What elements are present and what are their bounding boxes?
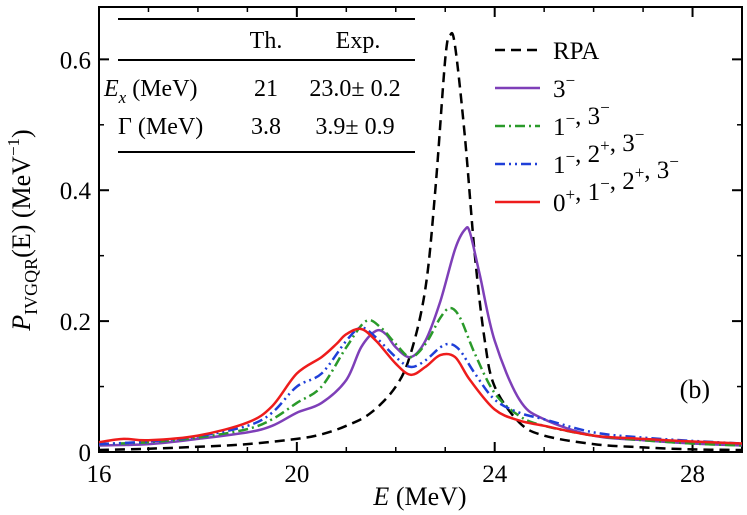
results-table: Th. Exp. Ex (MeV) 21 23.0± 0.2 Γ (MeV) 3… xyxy=(103,18,415,153)
y-axis-title: PIVGQR(E) (MeV−1) xyxy=(4,129,41,331)
x-tick-label: 24 xyxy=(482,461,508,488)
series-line-1 xyxy=(98,226,743,447)
legend-label-0: RPA xyxy=(553,38,599,65)
table-header-th: Th. xyxy=(250,28,283,54)
x-tick-label: 20 xyxy=(284,461,309,488)
series-line-2 xyxy=(98,306,743,447)
table-row-ex-exp: 23.0± 0.2 xyxy=(309,76,400,102)
plot-frame xyxy=(98,6,743,453)
panel-label: (b) xyxy=(680,375,710,404)
table-row-ex-label: Ex (MeV) xyxy=(103,76,198,107)
legend-label-1: 3− xyxy=(553,71,575,103)
series-line-3 xyxy=(98,326,743,446)
x-tick-label: 28 xyxy=(680,461,705,488)
y-tick-label: 0.2 xyxy=(60,309,91,336)
table-row-gamma-th: 3.8 xyxy=(251,114,281,140)
series-line-4 xyxy=(98,327,743,445)
table-row-gamma-exp: 3.9± 0.9 xyxy=(315,114,394,140)
series-layer xyxy=(98,31,743,452)
x-tick-label: 16 xyxy=(87,461,112,488)
y-tick-label: 0.6 xyxy=(60,47,91,74)
y-tick-label: 0 xyxy=(79,440,92,467)
legend: RPA 3−1−, 3−1−, 2+, 3−0+, 1−, 2+, 3− xyxy=(495,38,679,217)
y-tick-label: 0.4 xyxy=(60,178,92,205)
table-header-exp: Exp. xyxy=(336,28,381,54)
legend-label-4: 0+, 1−, 2+, 3− xyxy=(553,152,679,217)
table-row-ex-th: 21 xyxy=(254,76,278,102)
table-row-gamma-label: Γ (MeV) xyxy=(118,114,203,140)
legend-label-3: 1−, 2+, 3− xyxy=(553,125,644,179)
legend-label-2: 1−, 3− xyxy=(553,98,610,141)
x-axis-title: E (MeV) xyxy=(372,482,466,511)
series-line-0 xyxy=(98,31,743,452)
